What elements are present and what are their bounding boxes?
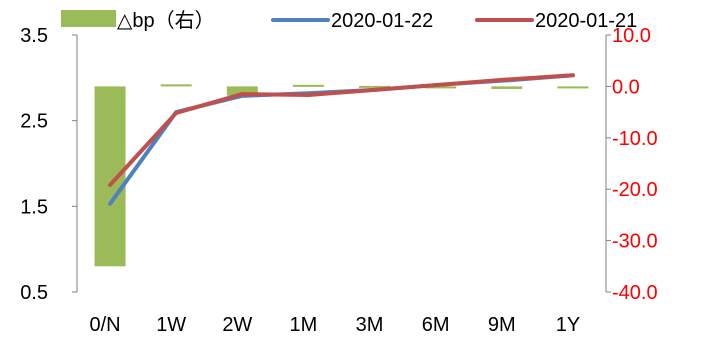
bar-1w xyxy=(160,84,192,87)
right-tick-label: -40.0 xyxy=(612,282,658,304)
x-tick-label: 2W xyxy=(222,314,252,336)
axes xyxy=(72,34,611,293)
right-tick-label: -30.0 xyxy=(612,231,658,253)
x-tick-label: 3M xyxy=(356,314,384,336)
left-tick-label: 0.5 xyxy=(20,282,48,304)
x-tick-label: 1M xyxy=(290,314,318,336)
legend: △bp（右） 2020-01-22 2020-01-21 xyxy=(61,9,637,32)
bar-9m xyxy=(491,86,523,89)
right-tick-label: 0.0 xyxy=(612,76,640,98)
legend-label-line-1: 2020-01-22 xyxy=(331,10,433,32)
right-tick-label: 10.0 xyxy=(612,25,651,47)
bar-series xyxy=(94,84,589,267)
bar-2w xyxy=(226,86,258,96)
bar-3m xyxy=(359,85,391,88)
legend-swatch-bar xyxy=(61,10,116,27)
x-tick-label: 9M xyxy=(488,314,516,336)
tick-labels: 3.5 2.5 1.5 0.5 10.0 0.0 -10.0 -20.0 -30.0 -40.0 0… xyxy=(20,25,657,336)
left-tick-label: 1.5 xyxy=(20,196,48,218)
line-series xyxy=(108,73,575,206)
legend-label-line-2: 2020-01-21 xyxy=(535,10,637,32)
x-tick-label: 0/N xyxy=(90,314,121,336)
line-2020-01-22 xyxy=(108,73,575,206)
left-tick-label: 3.5 xyxy=(20,25,48,47)
bar-0n xyxy=(94,86,126,267)
x-tick-label: 1Y xyxy=(556,314,580,336)
x-tick-label: 1W xyxy=(156,314,186,336)
x-tick-label: 6M xyxy=(422,314,450,336)
right-tick-label: -20.0 xyxy=(612,179,658,201)
bar-1m xyxy=(292,84,324,87)
legend-label-bar: △bp（右） xyxy=(117,9,215,32)
bar-6m xyxy=(425,86,457,89)
left-tick-label: 2.5 xyxy=(20,111,48,133)
right-tick-label: -10.0 xyxy=(612,128,658,150)
line-2020-01-21 xyxy=(108,73,575,187)
bar-1y xyxy=(557,86,589,89)
